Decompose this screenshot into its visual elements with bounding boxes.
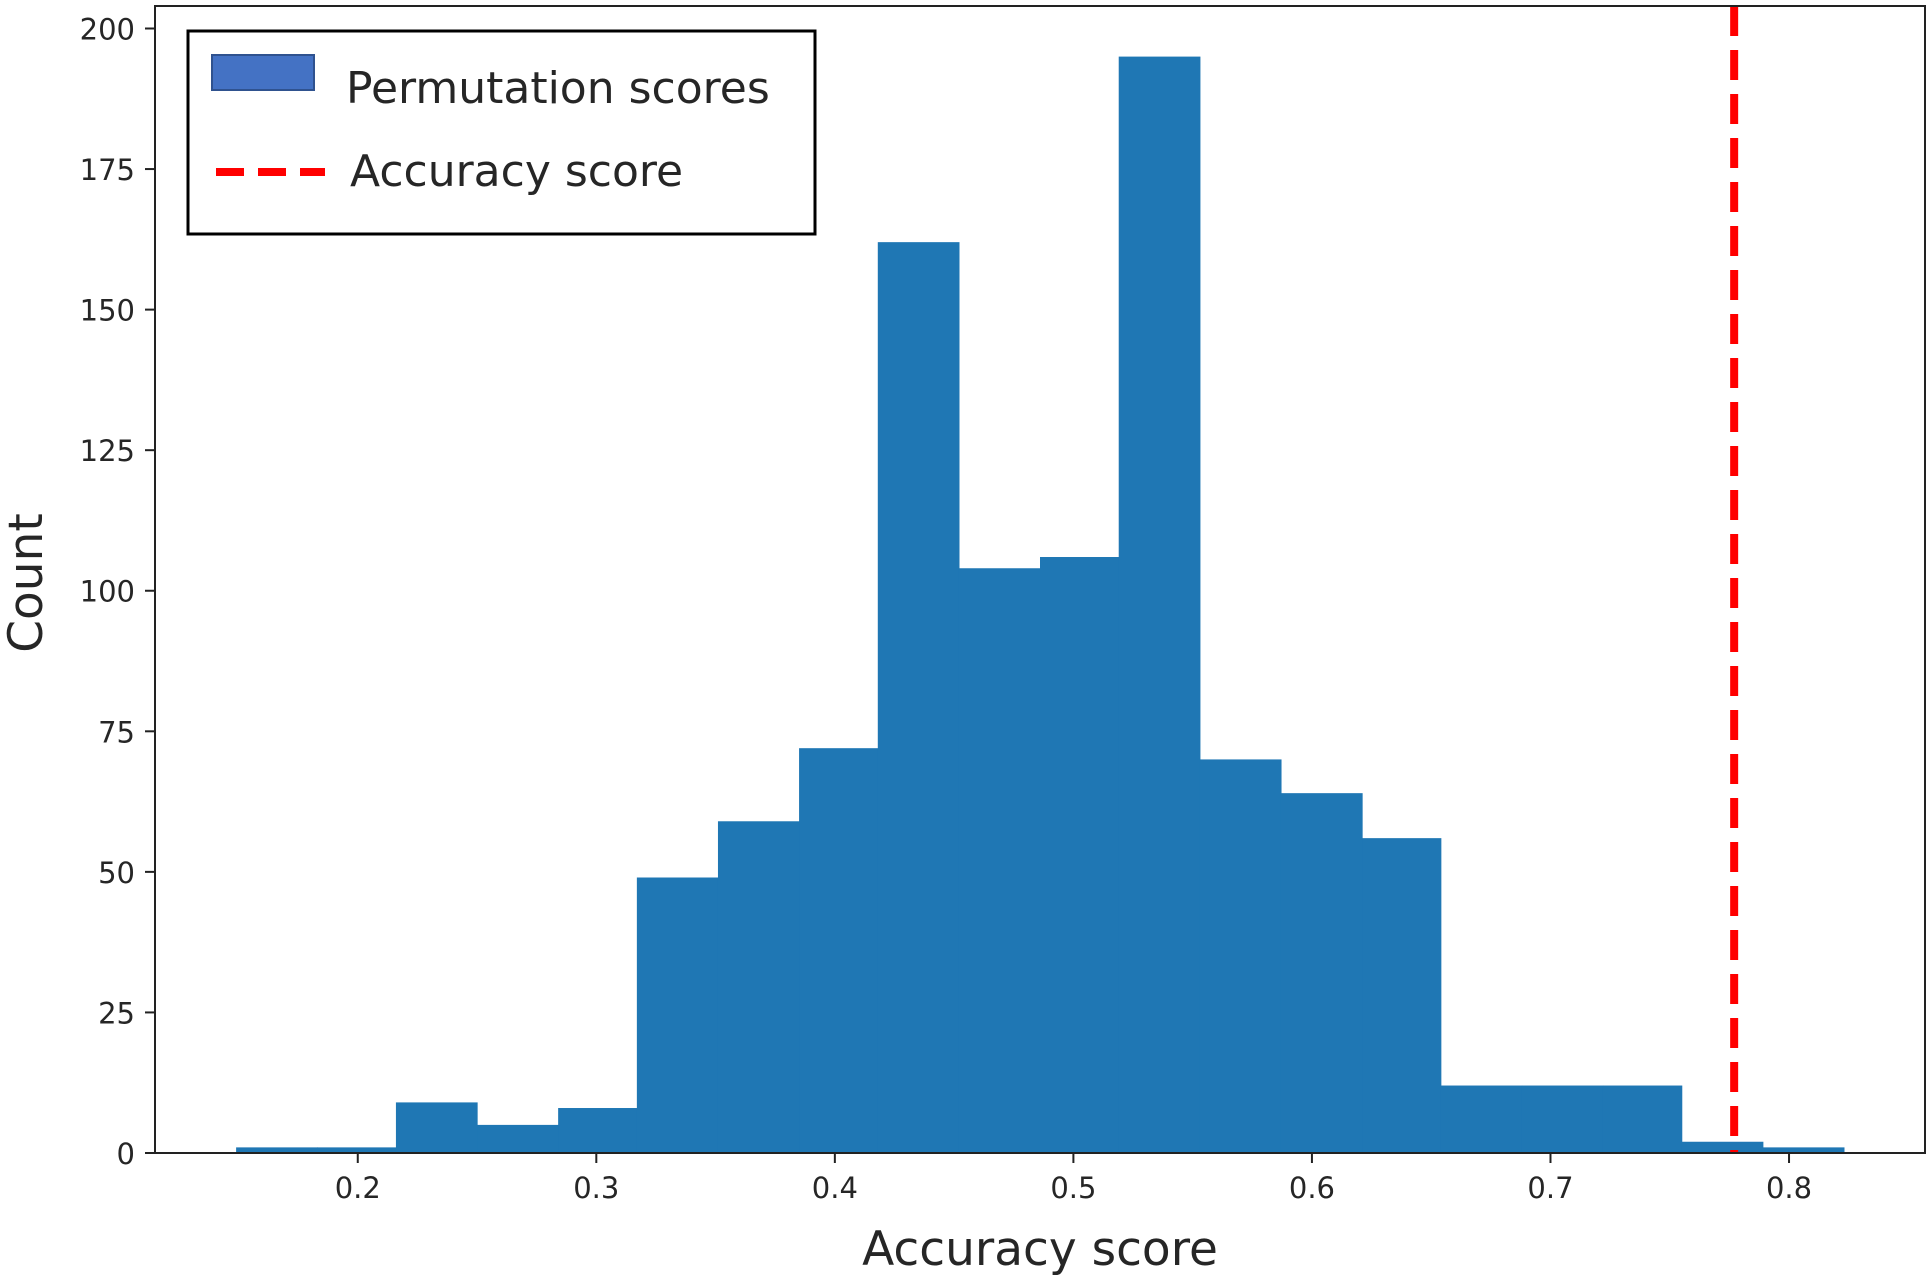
y-axis-title: Count — [0, 513, 54, 653]
histogram-bars — [236, 56, 1845, 1154]
histogram-bar — [717, 821, 800, 1153]
histogram-bar — [1199, 759, 1282, 1153]
legend: Permutation scores Accuracy score — [186, 29, 817, 236]
histogram-bar — [236, 1147, 318, 1153]
histogram-bar — [1762, 1147, 1845, 1153]
y-tick-label: 25 — [98, 996, 135, 1030]
histogram-bar — [958, 568, 1041, 1153]
histogram-bar — [1040, 557, 1120, 1153]
y-tick-label: 150 — [80, 294, 135, 328]
x-tick-label: 0.3 — [573, 1171, 619, 1205]
histogram-bar — [395, 1102, 478, 1153]
x-tick-label: 0.7 — [1527, 1171, 1573, 1205]
x-axis-ticks: 0.2 0.3 0.4 0.5 0.6 0.7 0.8 — [335, 1153, 1812, 1205]
x-tick-label: 0.8 — [1766, 1171, 1812, 1205]
plot-frame — [154, 5, 1926, 1154]
histogram-bar — [1681, 1141, 1764, 1153]
y-tick-label: 0 — [117, 1137, 135, 1171]
y-tick-label: 200 — [80, 12, 135, 46]
y-tick-label: 100 — [80, 575, 135, 609]
x-tick-label: 0.2 — [335, 1171, 381, 1205]
y-axis-ticks: 0 25 50 75 100 125 150 175 200 — [80, 12, 155, 1171]
histogram-bar — [558, 1108, 638, 1153]
histogram-bar — [1521, 1085, 1604, 1153]
y-tick-label: 75 — [98, 715, 135, 749]
x-tick-label: 0.5 — [1050, 1171, 1096, 1205]
x-axis-title: Accuracy score — [862, 1222, 1218, 1277]
legend-label-permutation-scores: Permutation scores — [346, 63, 770, 114]
histogram-bar — [1362, 838, 1442, 1153]
histogram-bar — [1118, 56, 1201, 1154]
histogram-bar — [477, 1124, 559, 1153]
histogram-bar — [877, 242, 960, 1153]
y-tick-label: 125 — [80, 434, 135, 468]
histogram-bar — [799, 748, 879, 1153]
x-tick-label: 0.6 — [1289, 1171, 1335, 1205]
histogram-bar — [1280, 793, 1363, 1153]
histogram-bar — [1602, 1085, 1683, 1153]
legend-label-accuracy-score: Accuracy score — [350, 146, 683, 197]
histogram-bar — [317, 1147, 397, 1153]
legend-swatch-permutation-scores — [211, 54, 315, 91]
x-tick-label: 0.4 — [812, 1171, 858, 1205]
y-tick-label: 175 — [80, 153, 135, 187]
histogram-bar — [636, 877, 719, 1153]
legend-frame — [186, 29, 817, 236]
y-tick-label: 50 — [98, 856, 135, 890]
histogram-bar — [1440, 1085, 1523, 1153]
